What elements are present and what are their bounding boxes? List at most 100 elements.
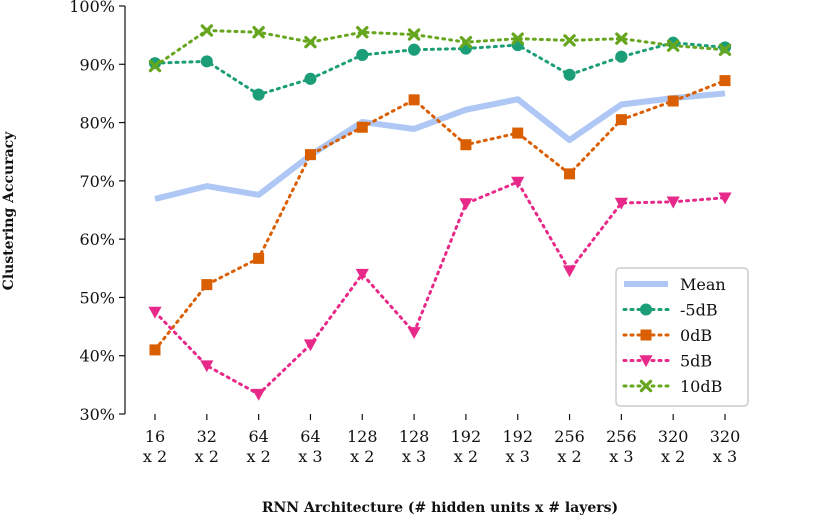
series-4 (148, 176, 732, 401)
data-point (459, 198, 473, 211)
series-line (153, 180, 727, 397)
x-tick-label-layers: x 3 (402, 447, 426, 466)
data-point (408, 94, 420, 106)
legend-marker (640, 329, 652, 341)
data-point (148, 57, 162, 70)
x-marker-stroke (148, 59, 162, 73)
data-point (407, 28, 421, 41)
data-point (355, 268, 369, 281)
x-marker-stroke (511, 32, 524, 45)
series-line (153, 41, 727, 97)
data-point (667, 95, 679, 107)
series-line (153, 79, 727, 352)
series-line (154, 90, 726, 202)
data-point (304, 72, 317, 85)
x-marker-stroke (718, 43, 732, 56)
legend-item: 0dB (622, 326, 712, 345)
data-point (511, 176, 525, 189)
y-tick-label: 70% (79, 172, 115, 191)
data-point (666, 196, 680, 209)
data-point (615, 114, 627, 126)
data-point (615, 32, 628, 45)
y-tick-label: 90% (79, 55, 115, 74)
legend-item: 10dB (622, 377, 722, 396)
x-tick-label-units: 32 (197, 427, 217, 446)
y-tick-label: 60% (79, 230, 115, 249)
data-point (459, 35, 473, 49)
y-tick-label: 50% (79, 288, 115, 307)
x-marker-stroke (200, 24, 214, 37)
legend: Mean -5dB 0dB 5dB 10dB (615, 267, 749, 407)
data-point (718, 192, 732, 205)
series-1 (154, 90, 726, 202)
data-point (200, 55, 213, 68)
data-point (563, 34, 576, 47)
x-marker-stroke (666, 39, 680, 52)
series-line (153, 28, 727, 68)
legend-marker (639, 303, 653, 316)
x-tick-label-layers: x 3 (609, 447, 633, 466)
x-tick-label-layers: x 2 (246, 447, 270, 466)
data-point (511, 32, 524, 45)
legend-marker (639, 379, 653, 393)
data-point (149, 344, 161, 356)
x-tick-label-units: 64 (300, 427, 320, 446)
x-marker-stroke (304, 35, 317, 49)
data-point (408, 43, 421, 56)
legend-label: 5dB (680, 352, 712, 371)
legend-label: Mean (680, 275, 726, 294)
data-point (304, 35, 317, 49)
series-2 (148, 36, 732, 101)
data-point (719, 75, 731, 87)
x-tick-label-units: 320 (710, 427, 741, 446)
data-point (200, 24, 214, 37)
x-marker-stroke (459, 35, 473, 49)
x-axis-label: RNN Architecture (# hidden units x # lay… (262, 500, 618, 516)
data-point (563, 68, 576, 81)
legend-label: 10dB (680, 377, 722, 396)
data-point (303, 339, 318, 352)
series-3 (149, 75, 731, 356)
data-point (356, 26, 369, 39)
data-point (200, 360, 214, 373)
data-point (666, 39, 680, 52)
x-tick-label-layers: x 2 (195, 447, 219, 466)
plot-area (148, 24, 732, 401)
data-point (253, 252, 265, 264)
x-tick-label-units: 320 (658, 427, 689, 446)
x-tick-label-units: 128 (347, 427, 378, 446)
data-point (252, 388, 266, 401)
data-point (356, 121, 368, 133)
x-tick-label-layers: x 3 (298, 447, 322, 466)
x-tick-label-units: 192 (451, 427, 482, 446)
x-tick-label-layers: x 2 (350, 447, 374, 466)
x-marker-stroke (615, 32, 628, 45)
x-tick-label-units: 256 (554, 427, 585, 446)
x-tick-label-units: 16 (145, 427, 165, 446)
data-point (718, 43, 732, 56)
y-tick-label: 30% (79, 405, 115, 424)
data-point (614, 197, 628, 210)
data-point (356, 48, 369, 62)
data-point (252, 26, 265, 39)
legend-item: 5dB (622, 352, 712, 371)
x-marker-stroke (356, 26, 369, 39)
data-point (562, 265, 577, 278)
data-point (615, 50, 628, 63)
x-tick-label-units: 256 (606, 427, 637, 446)
data-point (460, 139, 472, 151)
y-tick-label: 100% (69, 0, 115, 16)
x-marker-stroke (639, 379, 653, 393)
x-tick-label-layers: x 3 (713, 447, 737, 466)
x-tick-label-layers: x 2 (557, 447, 581, 466)
x-tick-label-layers: x 3 (506, 447, 530, 466)
series-5 (148, 24, 732, 73)
data-point (407, 327, 421, 339)
x-marker-stroke (407, 28, 421, 41)
y-tick-label: 80% (79, 114, 115, 133)
x-marker-stroke (252, 26, 265, 39)
legend-item: Mean (624, 275, 726, 294)
data-point (201, 279, 213, 291)
legend-marker (639, 355, 653, 368)
